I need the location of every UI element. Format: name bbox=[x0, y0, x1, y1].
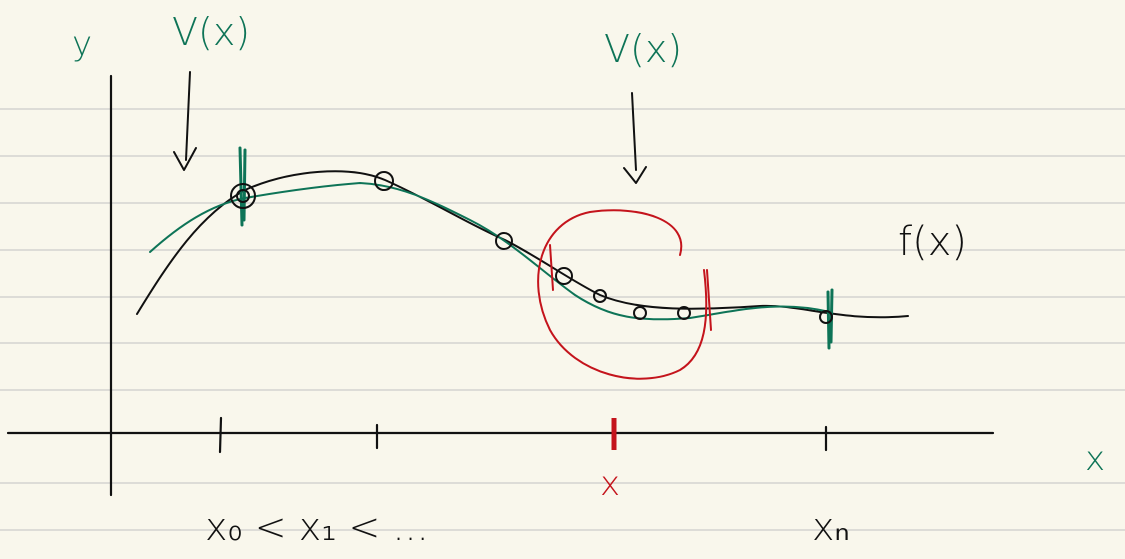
arrow bbox=[624, 93, 646, 183]
red-mark bbox=[707, 270, 711, 330]
ruled-lines bbox=[0, 109, 1125, 530]
v-label: V(x) bbox=[172, 10, 250, 54]
red-circle bbox=[538, 210, 706, 378]
sequence-label: x₀ < x₁ < ... bbox=[205, 505, 429, 549]
point bbox=[634, 307, 646, 319]
v-label: V(x) bbox=[604, 27, 682, 71]
red-annotation bbox=[538, 210, 711, 378]
point bbox=[375, 172, 393, 190]
page: {"labels": { "y_axis": "y", "v_left": "V… bbox=[0, 0, 1125, 559]
f-curve bbox=[137, 171, 908, 317]
sketch: y V(x) V(x) f(x) x x x₀ < x₁ < ... xₙ bbox=[0, 0, 1125, 559]
xn-label: xₙ bbox=[812, 505, 850, 549]
f-label: f(x) bbox=[898, 219, 967, 265]
v-marks bbox=[240, 148, 832, 348]
x-axis-label: x bbox=[1085, 439, 1105, 479]
points bbox=[231, 172, 832, 323]
mark bbox=[828, 292, 829, 348]
mark bbox=[240, 148, 242, 225]
point bbox=[556, 268, 572, 284]
red-x-label: x bbox=[600, 464, 620, 504]
tick bbox=[220, 418, 221, 452]
y-axis-label: y bbox=[72, 24, 92, 64]
